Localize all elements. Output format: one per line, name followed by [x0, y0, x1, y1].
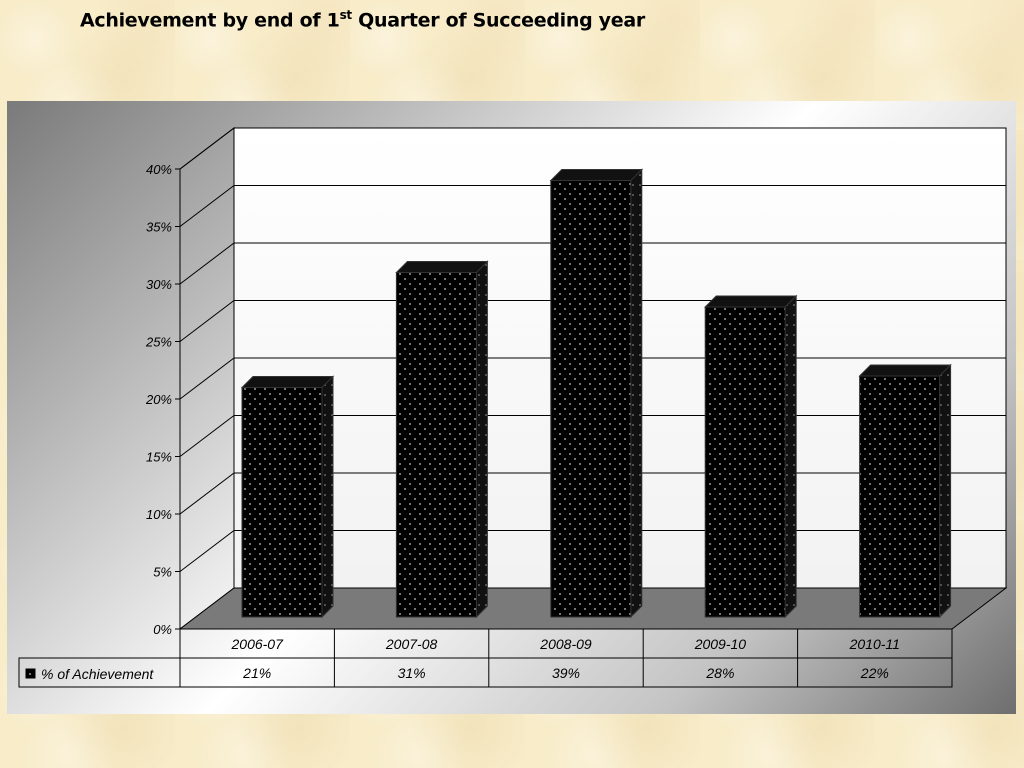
- legend-series-name: % of Achievement: [41, 666, 154, 682]
- bar-top: [549, 169, 644, 181]
- gridline: [179, 127, 1006, 170]
- y-tick-label: 25%: [145, 335, 172, 350]
- bar-side: [939, 363, 952, 619]
- bar: [549, 168, 644, 619]
- x-category-label: 2008-09: [539, 636, 592, 652]
- bar-front: [704, 306, 786, 618]
- bar-top: [240, 376, 335, 388]
- bar-front: [241, 387, 323, 618]
- bar-side: [475, 260, 488, 619]
- y-tick-label: 5%: [153, 565, 172, 580]
- bar-side: [321, 375, 334, 619]
- bar-side: [784, 294, 797, 619]
- legend-key-icon: [25, 668, 36, 679]
- y-tick-label: 35%: [146, 220, 172, 235]
- bar-front: [395, 272, 477, 618]
- bar-top: [858, 364, 952, 377]
- bar: [240, 375, 335, 619]
- data-label: 21%: [242, 665, 271, 681]
- title-superscript: st: [339, 8, 353, 22]
- title-prefix: Achievement by end of 1: [80, 9, 340, 32]
- y-tick-label: 40%: [146, 162, 172, 177]
- bar: [395, 260, 489, 619]
- y-tick-label: 15%: [146, 450, 172, 465]
- bar: [703, 294, 798, 619]
- y-tick-label: 10%: [146, 507, 172, 522]
- gridline: [179, 242, 1006, 285]
- gridline: [179, 185, 1006, 227]
- y-tick-label: 20%: [145, 392, 172, 407]
- title-suffix: Quarter of Succeeding year: [351, 9, 645, 32]
- bar-top: [395, 261, 489, 273]
- x-category-label: 2006-07: [231, 636, 285, 652]
- x-category-label: 2010-11: [849, 636, 900, 652]
- chart-panel: 0% 5% 10% 15% 20% 25% 30% 35% 40% 2006-07 21% 2007…: [7, 101, 1016, 714]
- bar-front: [859, 375, 941, 618]
- bar-side: [630, 168, 643, 619]
- data-label: 22%: [860, 665, 889, 681]
- bar-chart: 0% 5% 10% 15% 20% 25% 30% 35% 40% 2006-07 21% 2007…: [18, 126, 1008, 688]
- bar-front: [550, 180, 632, 618]
- bar: [858, 363, 952, 619]
- data-label: 39%: [552, 665, 580, 681]
- y-tick-label: 0%: [153, 622, 172, 637]
- table-data-row: [18, 657, 953, 688]
- data-label: 31%: [398, 665, 426, 681]
- x-category-label: 2007-08: [385, 636, 438, 652]
- bar-top: [703, 295, 798, 308]
- slide-title: Achievement by end of 1st Quarter of Suc…: [80, 8, 645, 31]
- data-label: 28%: [705, 665, 734, 681]
- y-tick-label: 30%: [146, 277, 172, 292]
- x-category-label: 2009-10: [694, 636, 747, 652]
